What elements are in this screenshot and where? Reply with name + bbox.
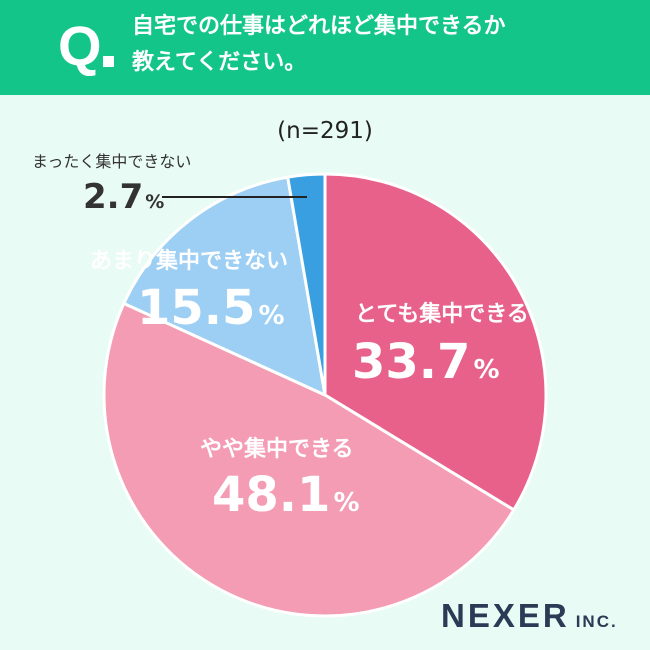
pie-slice-somewhat-focused bbox=[102, 301, 516, 618]
logo-suffix: INC. bbox=[575, 612, 618, 631]
slice-value-number: 48.1 bbox=[212, 467, 331, 523]
percent-sign: % bbox=[333, 488, 360, 518]
percent-sign: % bbox=[258, 301, 285, 331]
slice-value-not-very-focused: 15.5% bbox=[137, 281, 285, 343]
slice-label-somewhat-focused: やや集中できる bbox=[200, 437, 354, 462]
slice-value-number: 15.5 bbox=[137, 280, 256, 336]
slice-value-number: 2.7 bbox=[83, 177, 144, 217]
slice-label-not-very-focused: あまり集中できない bbox=[90, 249, 289, 274]
question-text-line1: 自宅での仕事はどれほど集中できるか bbox=[132, 14, 506, 39]
slice-label-not-focused-at-all: まったく集中できない bbox=[32, 152, 192, 171]
slice-value-very-focused: 33.7% bbox=[352, 335, 500, 397]
q-mark: Q bbox=[58, 14, 102, 77]
question-text-line2: 教えてください。 bbox=[132, 50, 307, 75]
question-header: Q 自宅での仕事はどれほど集中できるか 教えてください。 bbox=[0, 0, 650, 95]
slice-value-somewhat-focused: 48.1% bbox=[212, 468, 360, 530]
slice-label-very-focused: とても集中できる bbox=[355, 302, 529, 327]
pie-slice-very-focused bbox=[323, 172, 548, 512]
pie-slice-not-very-focused bbox=[122, 175, 327, 397]
slice-value-number: 33.7 bbox=[352, 334, 471, 390]
logo-name: NEXER bbox=[441, 597, 570, 634]
percent-sign: % bbox=[145, 191, 165, 213]
percent-sign: % bbox=[473, 355, 500, 385]
slice-value-not-focused-at-all: 2.7% bbox=[83, 177, 164, 222]
pie-slice-not-focused-at-all bbox=[286, 172, 327, 397]
nexer-logo: NEXER INC. bbox=[441, 597, 618, 635]
sample-size: (n=291) bbox=[277, 118, 373, 144]
q-dot-decoration bbox=[103, 56, 114, 67]
